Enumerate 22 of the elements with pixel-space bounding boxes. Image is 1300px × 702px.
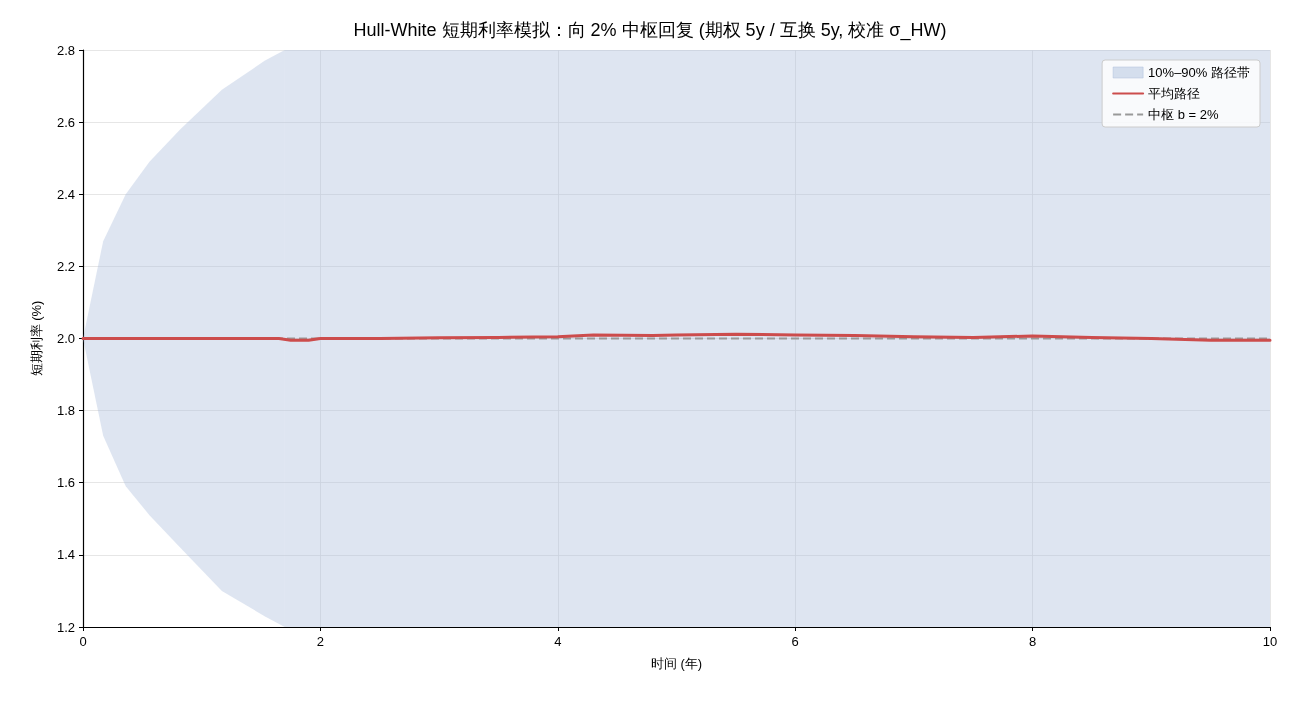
y-tick-label: 1.8 (56, 403, 75, 419)
line-series (81, 332, 1272, 342)
chart-title: Hull-White 短期利率模拟：向 2% 中枢回复 (期权 5y / 互换 5y, 校准 σ_HW) (353, 20, 947, 41)
y-tick-label: 2.2 (56, 258, 75, 274)
y-tick-label: 1.4 (56, 547, 75, 563)
y-tick-label: 2.6 (56, 114, 75, 130)
x-tick-label: 2 (316, 634, 325, 649)
y-tick-label: 2.8 (56, 42, 75, 58)
y-axis-title: 短期利率 (%) (29, 300, 44, 377)
legend-label: 平均路径 (1148, 86, 1201, 101)
x-tick-label: 8 (1028, 634, 1037, 649)
y-tick-label: 1.2 (56, 619, 75, 635)
x-axis-title: 时间 (年) (650, 656, 703, 671)
x-tick-label: 4 (554, 634, 562, 649)
y-tick-label: 2.4 (56, 186, 75, 202)
x-tick-label: 6 (791, 634, 799, 649)
legend-label: 10%–90% 路径带 (1148, 65, 1251, 80)
legend-label: 中枢 b = 2% (1148, 107, 1220, 122)
x-tick-label: 10 (1262, 634, 1278, 649)
y-tick-label: 1.6 (56, 475, 75, 491)
x-tick-label: 0 (79, 634, 87, 649)
y-tick-label: 2.0 (56, 331, 75, 346)
